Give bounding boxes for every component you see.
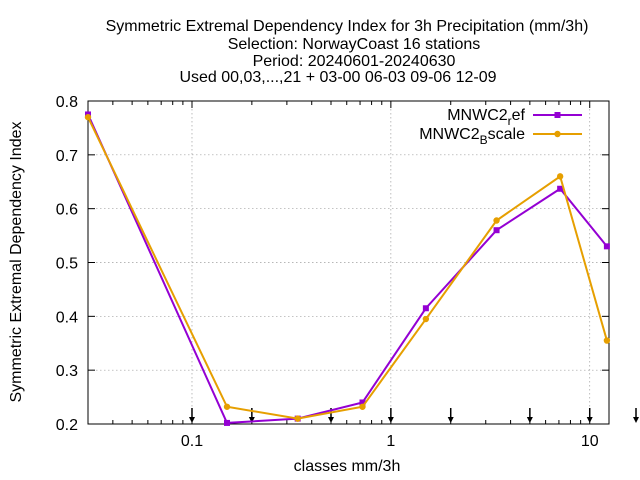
data-point xyxy=(84,113,92,121)
x-tick-label: 0.1 xyxy=(181,433,203,450)
data-point xyxy=(557,185,564,192)
data-point xyxy=(294,415,301,422)
threshold-arrow-head xyxy=(327,417,334,423)
data-point xyxy=(224,419,231,426)
y-tick-label: 0.6 xyxy=(56,202,78,219)
title-line-4: Used 00,03,...,21 + 03-00 06-03 09-06 12… xyxy=(179,69,496,86)
series-line xyxy=(87,116,608,420)
y-tick-label: 0.7 xyxy=(56,148,78,165)
series-group xyxy=(84,111,611,426)
legend-label-base: MNWC2 xyxy=(447,107,508,124)
data-point xyxy=(603,337,611,344)
data-point xyxy=(603,243,610,250)
y-tick-label: 0.2 xyxy=(56,417,78,434)
data-point xyxy=(493,227,500,234)
x-tick-label: 10 xyxy=(581,433,599,450)
grid xyxy=(88,101,609,424)
title-line-1: Symmetric Extremal Dependency Index for … xyxy=(106,18,589,35)
legend-label-tail: scale xyxy=(488,126,525,143)
legend-swatch-marker xyxy=(554,112,561,118)
data-point xyxy=(422,315,430,323)
title-line-2: Selection: NorwayCoast 16 stations xyxy=(228,36,481,53)
data-point xyxy=(359,403,366,410)
axis-ticks: 0.2 0.3 0.4 0.5 0.6 0.7 0.8 0.1 1 10 xyxy=(56,94,609,450)
legend-label: MNWC2ref xyxy=(447,107,525,128)
chart-title: Symmetric Extremal Dependency Index for … xyxy=(106,18,589,86)
data-point xyxy=(359,399,366,406)
threshold-arrow-head xyxy=(633,417,639,423)
y-tick-label: 0.3 xyxy=(56,363,78,380)
data-point xyxy=(422,305,429,312)
x-axis-label: classes mm/3h xyxy=(294,458,401,475)
data-point xyxy=(493,217,500,224)
threshold-arrow-head xyxy=(586,417,593,423)
y-tick-label: 0.4 xyxy=(56,309,78,326)
title-line-3: Period: 20240601-20240630 xyxy=(253,53,456,70)
legend-swatch-marker xyxy=(554,130,561,138)
threshold-markers xyxy=(188,408,639,423)
legend-label-subscript: B xyxy=(480,133,488,147)
y-tick-label: 0.8 xyxy=(56,94,78,111)
data-point xyxy=(223,403,231,410)
x-tick-label: 1 xyxy=(386,433,395,450)
threshold-arrow-head xyxy=(447,417,454,423)
y-tick-label: 0.5 xyxy=(56,256,78,273)
series-line xyxy=(87,114,608,424)
threshold-arrow-head xyxy=(387,417,394,423)
threshold-arrow-head xyxy=(526,417,533,423)
legend-label-tail: ef xyxy=(512,107,526,124)
threshold-arrow-head xyxy=(188,417,195,423)
threshold-arrow-head xyxy=(248,417,255,423)
legend-label-base: MNWC2 xyxy=(419,126,480,143)
legend-label: MNWC2Bscale xyxy=(419,126,525,147)
data-point xyxy=(556,173,564,180)
y-axis-label: Symmetric Extremal Dependency Index xyxy=(8,122,25,403)
legend-label-subscript: r xyxy=(508,114,512,128)
